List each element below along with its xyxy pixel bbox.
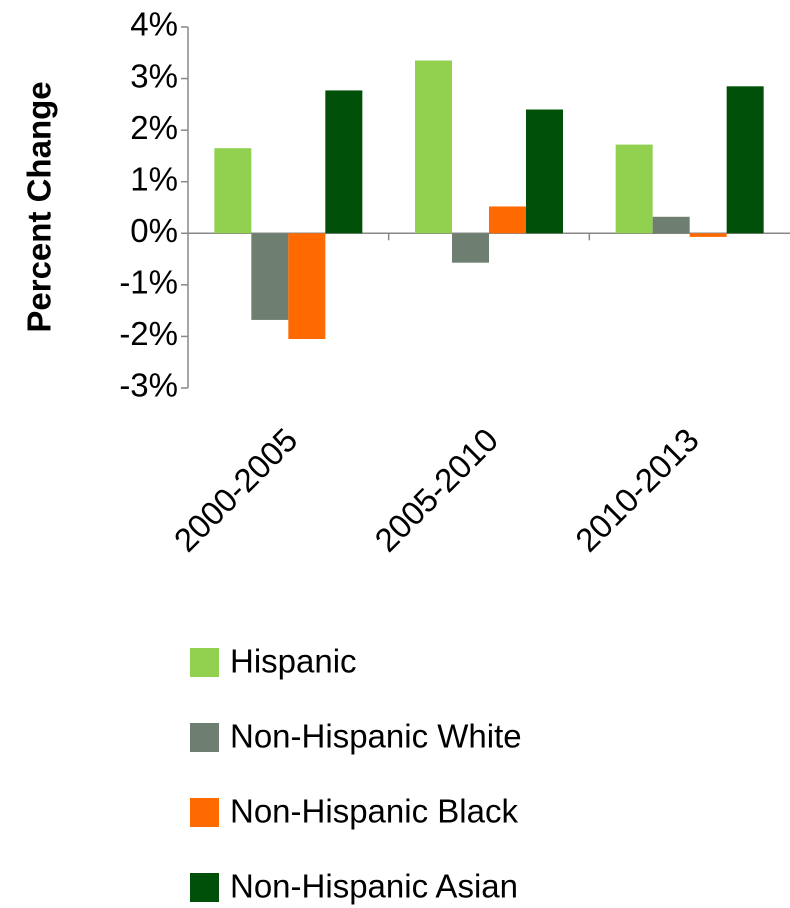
legend-label: Non-Hispanic Asian — [230, 868, 518, 905]
x-tick-label: 2010-2013 — [568, 421, 706, 559]
y-tick-label: -2% — [119, 315, 178, 352]
y-tick-label: 2% — [130, 109, 178, 146]
bar — [689, 233, 727, 237]
bar — [652, 216, 690, 234]
y-tick-label: 0% — [130, 212, 178, 249]
bar — [325, 90, 363, 234]
y-tick-label: 3% — [130, 57, 178, 94]
bar — [526, 109, 563, 234]
legend-label: Non-Hispanic Black — [230, 793, 518, 830]
bar — [288, 233, 326, 340]
y-axis-label: Percent Change — [21, 81, 58, 332]
x-tick-label: 2005-2010 — [367, 421, 505, 559]
bar — [251, 233, 289, 320]
x-tick-label: 2000-2005 — [167, 421, 305, 559]
bar — [214, 148, 252, 234]
bar — [489, 206, 526, 234]
y-tick-label: 1% — [130, 160, 178, 197]
legend-label: Non-Hispanic White — [230, 718, 522, 755]
y-tick-label: -1% — [119, 264, 178, 301]
bar — [415, 60, 452, 234]
bar — [726, 86, 764, 234]
bar — [452, 233, 489, 263]
legend-swatch — [190, 873, 219, 902]
y-tick-label: -3% — [119, 367, 178, 404]
legend-label: Hispanic — [230, 643, 357, 680]
legend-swatch — [190, 648, 219, 677]
y-tick-label: 4% — [130, 6, 178, 43]
bar — [615, 144, 653, 234]
legend-swatch — [190, 723, 219, 752]
legend-swatch — [190, 798, 219, 827]
